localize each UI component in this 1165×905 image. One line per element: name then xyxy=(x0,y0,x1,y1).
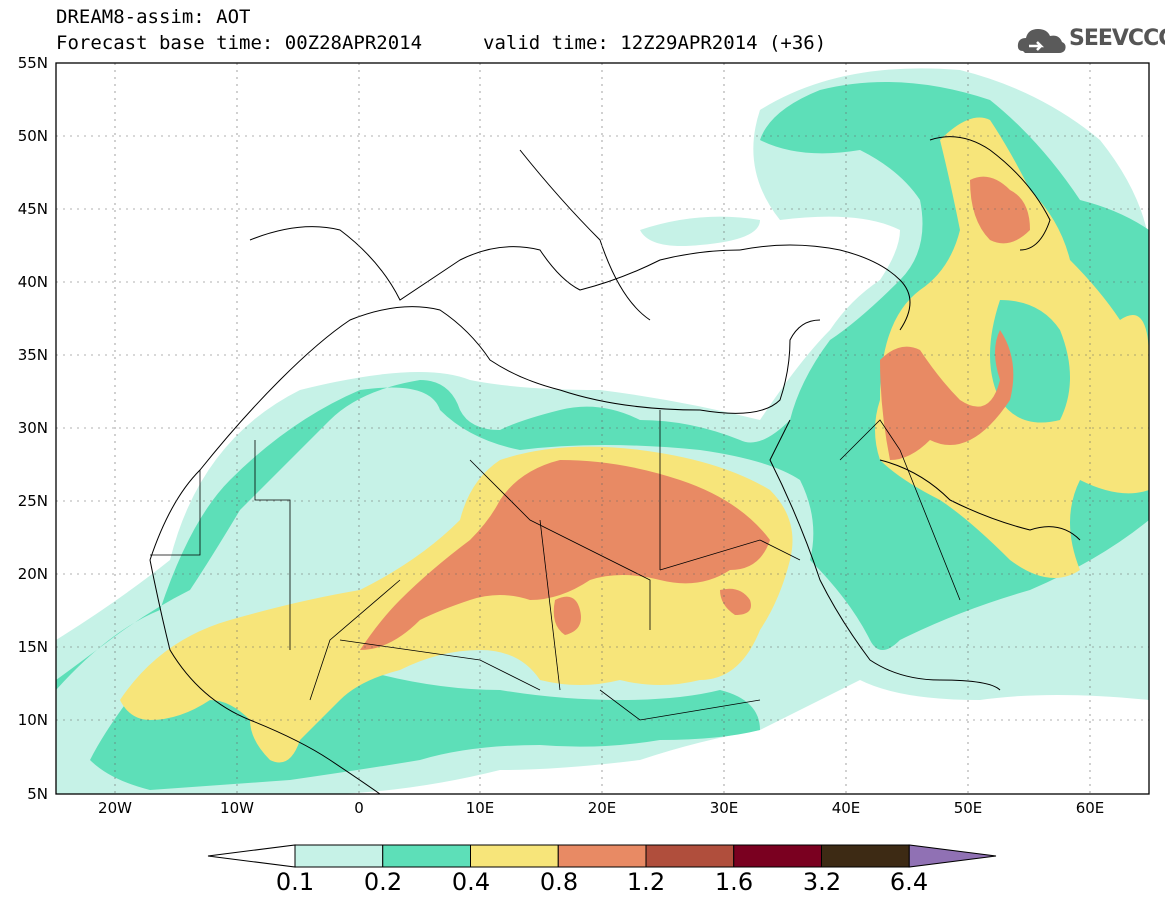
lat-label: 45N xyxy=(18,200,48,218)
grid-lines xyxy=(56,63,1149,794)
lat-label: 5N xyxy=(27,785,48,803)
colorbar-segment xyxy=(470,844,559,868)
latitude-labels: 55N 50N 45N 40N 35N 30N 25N 20N 15N 10N … xyxy=(18,54,48,803)
lat-label: 40N xyxy=(18,273,48,291)
coastlines xyxy=(149,136,1081,794)
colorbar-label: 1.6 xyxy=(714,868,754,896)
logo-text: SEEVCCC xyxy=(1069,26,1165,51)
valid-time: valid time: 12Z29APR2014 (+36) xyxy=(483,32,827,54)
colorbar-segment xyxy=(733,844,822,868)
colorbar-label: 0.2 xyxy=(363,868,403,896)
longitude-labels: 20W 10W 0 10E 20E 30E 40E 50E 60E xyxy=(98,799,1104,817)
lat-label: 55N xyxy=(18,54,48,72)
lon-label: 10W xyxy=(220,799,254,817)
colorbar-labels: 0.1 0.2 0.4 0.8 1.2 1.6 3.2 6.4 xyxy=(0,868,1165,898)
colorbar-segment xyxy=(821,844,910,868)
lon-label: 30E xyxy=(710,799,739,817)
aot-band-0.8 xyxy=(360,460,770,650)
lon-label: 50E xyxy=(954,799,983,817)
lon-label: 60E xyxy=(1076,799,1105,817)
aot-band-0.1-east xyxy=(640,216,760,246)
lon-label: 20E xyxy=(588,799,617,817)
colorbar-label: 0.4 xyxy=(451,868,491,896)
colorbar-segment xyxy=(557,844,647,868)
colorbar-label: 0.8 xyxy=(539,868,579,896)
aot-band-0.2 xyxy=(56,82,1149,690)
colorbar-segment xyxy=(294,844,384,868)
map-frame xyxy=(55,62,1150,795)
seevccc-logo: SEEVCCC xyxy=(1017,24,1165,58)
lat-label: 35N xyxy=(18,346,48,364)
colorbar-segment xyxy=(645,844,735,868)
cloud-icon xyxy=(1017,29,1066,53)
colorbar-label: 3.2 xyxy=(802,868,842,896)
lon-label: 10E xyxy=(466,799,495,817)
aot-band-0.8-spot xyxy=(553,596,581,635)
lat-label: 20N xyxy=(18,565,48,583)
lat-label: 15N xyxy=(18,638,48,656)
colorbar-segment xyxy=(382,844,471,868)
lon-label: 20W xyxy=(98,799,132,817)
aot-band-0.8-spot2 xyxy=(720,588,751,615)
borders xyxy=(150,410,961,721)
colorbar xyxy=(207,844,997,868)
colorbar-label: 1.2 xyxy=(626,868,666,896)
forecast-base-time: Forecast base time: 00Z28APR2014 xyxy=(56,32,423,54)
aot-shading xyxy=(56,68,1149,794)
chart-title: DREAM8-assim: AOT xyxy=(56,6,251,28)
lat-label: 25N xyxy=(18,492,48,510)
lat-label: 50N xyxy=(18,127,48,145)
colorbar-segment xyxy=(908,844,997,868)
colorbar-label: 6.4 xyxy=(889,868,929,896)
lat-label: 30N xyxy=(18,419,48,437)
aot-band-0.8-east xyxy=(880,330,1014,460)
lon-label: 40E xyxy=(832,799,861,817)
lat-label: 10N xyxy=(18,711,48,729)
colorbar-label: 0.1 xyxy=(275,868,315,896)
aot-band-0.8-north xyxy=(970,176,1030,244)
colorbar-segment xyxy=(207,844,296,868)
lon-label: 0 xyxy=(354,799,364,817)
